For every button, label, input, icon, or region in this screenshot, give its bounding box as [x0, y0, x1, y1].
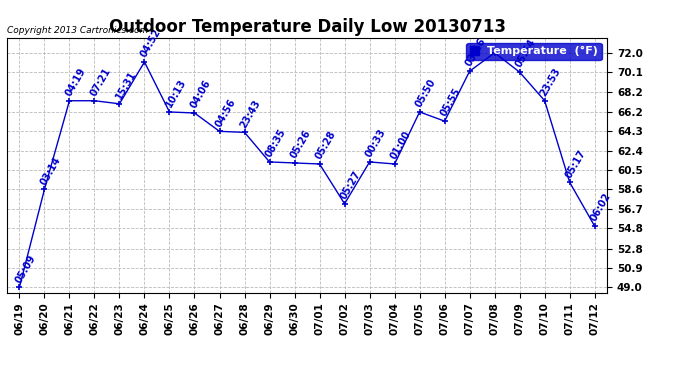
Text: 05:27: 05:27: [339, 169, 363, 201]
Text: 15:31: 15:31: [114, 69, 138, 101]
Text: 03:14: 03:14: [39, 155, 63, 187]
Text: 04:19: 04:19: [63, 66, 88, 98]
Text: 06:02: 06:02: [589, 192, 613, 224]
Text: 04:56: 04:56: [214, 97, 238, 129]
Text: Copyright 2013 Cartronics.com: Copyright 2013 Cartronics.com: [7, 26, 148, 35]
Text: 07:21: 07:21: [88, 66, 112, 98]
Text: 04:52: 04:52: [139, 27, 163, 59]
Text: 08:35: 08:35: [264, 127, 288, 159]
Text: 05:50: 05:50: [414, 77, 438, 109]
Text: 05:26: 05:26: [288, 128, 313, 160]
Text: 10:13: 10:13: [164, 77, 188, 109]
Title: Outdoor Temperature Daily Low 20130713: Outdoor Temperature Daily Low 20130713: [108, 18, 506, 36]
Text: 04:06: 04:06: [188, 78, 213, 110]
Text: 23:43: 23:43: [239, 98, 263, 130]
Text: 23:53: 23:53: [539, 66, 563, 98]
Text: 05:54: 05:54: [514, 38, 538, 69]
Text: 01:00: 01:00: [388, 129, 413, 161]
Text: 05:09: 05:09: [14, 253, 38, 285]
Text: 05:55: 05:55: [439, 87, 463, 118]
Text: 05:28: 05:28: [314, 129, 338, 161]
Text: 00:33: 00:33: [364, 128, 388, 159]
Text: 05:17: 05:17: [564, 148, 588, 180]
Text: 03:16: 03:16: [464, 36, 488, 68]
Legend: Temperature  (°F): Temperature (°F): [466, 43, 602, 60]
